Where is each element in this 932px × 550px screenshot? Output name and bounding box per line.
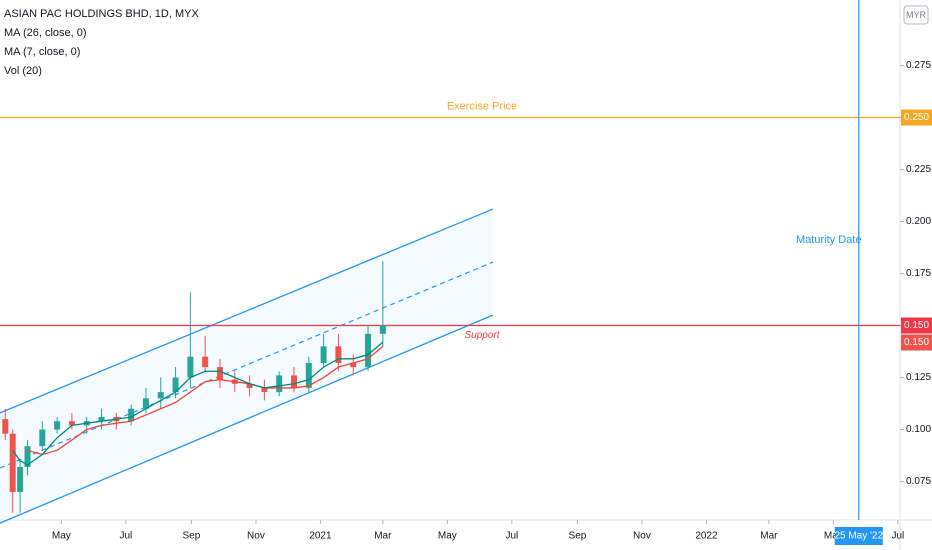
- candle-body: [350, 362, 357, 368]
- candle-body: [365, 333, 372, 368]
- x-tick-label: Mar: [374, 531, 392, 542]
- y-tick-label: 0.275: [906, 60, 931, 71]
- x-tick-label: May: [52, 531, 71, 542]
- y-tick-label: 0.075: [906, 476, 931, 487]
- candle-body: [128, 408, 135, 422]
- candle-body: [379, 325, 386, 334]
- candle-body: [68, 421, 75, 426]
- indicator-label: Vol (20): [4, 65, 42, 77]
- channel-middle: [0, 261, 494, 469]
- candle-body: [39, 429, 46, 447]
- candle-body: [2, 419, 9, 434]
- candle-body: [98, 417, 105, 422]
- ma-line: [27, 345, 384, 456]
- candle-body: [320, 346, 327, 363]
- x-tick-label: Jul: [119, 531, 132, 542]
- x-tick-label: May: [438, 531, 457, 542]
- candle-body: [172, 377, 179, 393]
- candle-body: [202, 356, 209, 368]
- candle-body: [157, 392, 164, 399]
- candle-body: [335, 346, 342, 363]
- price-label: 0.250: [904, 112, 929, 123]
- chart-title: ASIAN PAC HOLDINGS BHD, 1D, MYX: [4, 8, 199, 20]
- y-tick-label: 0.225: [906, 164, 931, 175]
- indicator-label: MA (26, close, 0): [4, 27, 87, 39]
- x-tick-label: Nov: [247, 531, 265, 542]
- ma-line: [12, 341, 384, 466]
- candle-body: [54, 421, 61, 430]
- candle-body: [291, 375, 298, 388]
- line-label: Maturity Date: [796, 234, 861, 246]
- candle-body: [187, 356, 194, 378]
- y-tick-label: 0.100: [906, 424, 931, 435]
- price-label-bg: [901, 109, 932, 126]
- y-tick-label: 0.125: [906, 372, 931, 383]
- candle-body: [17, 466, 24, 492]
- x-tick-label: Sep: [569, 531, 587, 542]
- x-tick-label: 2022: [695, 531, 718, 542]
- x-tick-label: Mar: [760, 531, 778, 542]
- line-label: Exercise Price: [447, 100, 517, 112]
- candle-body: [24, 446, 31, 467]
- channel-fill: [0, 209, 493, 524]
- line-label: Support: [464, 330, 500, 341]
- currency-label[interactable]: MYR: [906, 10, 927, 20]
- channel-upper: [0, 208, 494, 414]
- price-label: 0.150: [904, 320, 929, 331]
- x-tick-label: Jul: [891, 531, 904, 542]
- last-price-label: 0.150: [904, 337, 929, 348]
- y-tick-label: 0.175: [906, 268, 931, 279]
- x-tick-label: Sep: [183, 531, 201, 542]
- channel-lower: [0, 314, 494, 524]
- last-price-bg: [901, 334, 932, 351]
- y-tick-label: 0.200: [906, 216, 931, 227]
- x-tick-label: May: [824, 531, 843, 542]
- candle-body: [216, 367, 223, 380]
- candle-body: [276, 375, 283, 393]
- x-tick-label: Nov: [633, 531, 651, 542]
- currency-box[interactable]: [903, 5, 929, 25]
- candle-body: [246, 383, 253, 388]
- date-label: 25 May '22: [834, 531, 883, 542]
- price-label-bg: [901, 317, 932, 334]
- candle-body: [142, 398, 149, 409]
- candle-body: [305, 362, 312, 388]
- x-tick-label: 2021: [309, 531, 332, 542]
- indicator-label: MA (7, close, 0): [4, 46, 80, 58]
- candle-body: [9, 433, 16, 492]
- candle-body: [261, 387, 268, 393]
- date-label-bg: [834, 527, 883, 545]
- x-tick-label: Jul: [505, 531, 518, 542]
